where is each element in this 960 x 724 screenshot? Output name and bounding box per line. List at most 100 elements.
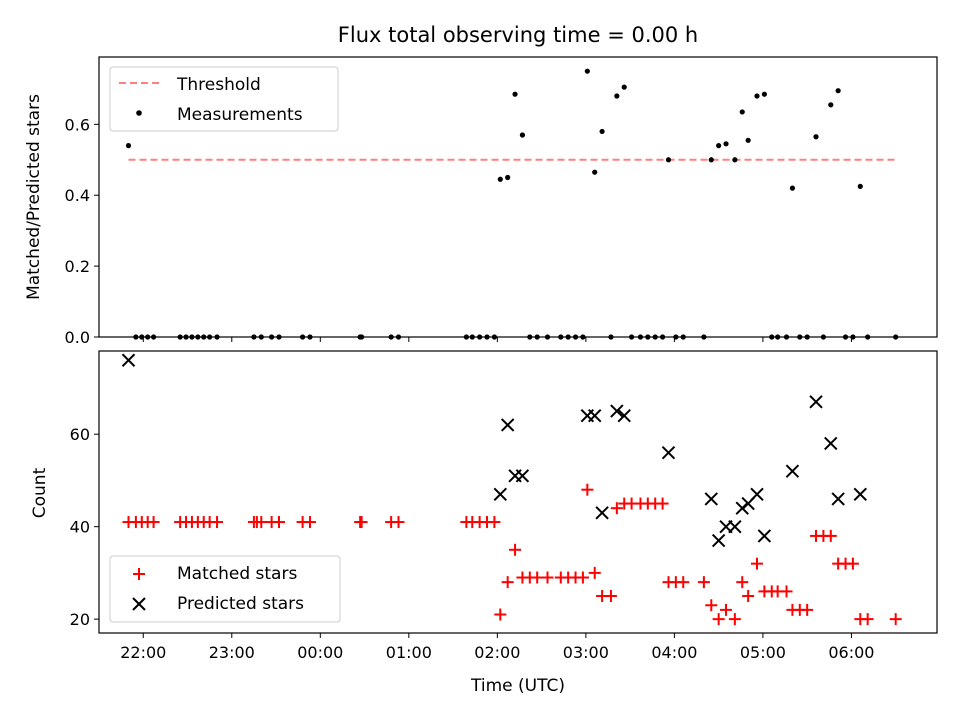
matched-star-point: [824, 529, 837, 542]
predicted-star-point: [588, 409, 602, 423]
chart-title: Flux total observing time = 0.00 h: [338, 23, 698, 47]
measurement-point: [125, 143, 132, 149]
measurement-point: [723, 141, 729, 147]
matched-star-point: [392, 516, 405, 529]
matched-star-point: [581, 483, 594, 496]
top-y-ticks: 0.0 0.2 0.4 0.6: [65, 115, 99, 347]
matched-star-point: [705, 599, 718, 612]
matched-star-point: [728, 613, 741, 626]
predicted-star-point: [617, 409, 631, 423]
predicted-star-point: [610, 404, 624, 418]
top-ylabel: Matched/Predicted stars: [24, 94, 44, 300]
predicted-star-point: [661, 445, 676, 460]
matched-star-point: [211, 516, 224, 529]
matched-star-point: [736, 576, 749, 589]
measurement-point: [745, 137, 751, 143]
legend-matched-swatch: [133, 568, 145, 580]
top-axes-frame: [98, 56, 938, 338]
legend-predicted-label: Predicted stars: [177, 594, 304, 614]
x-tick-label: 00:00: [297, 643, 343, 662]
legend-threshold-label: Threshold: [176, 75, 261, 95]
measurement-point: [813, 134, 819, 140]
matched-star-point: [780, 585, 793, 598]
bottom-y-tick-label: 40: [70, 518, 90, 537]
x-tick-label: 05:00: [740, 643, 786, 662]
top-y-tick-label: 0.2: [65, 257, 90, 276]
predicted-star-point: [750, 487, 764, 502]
measurement-point: [835, 88, 841, 94]
bottom-y-tick-label: 60: [70, 425, 90, 444]
measurement-point: [761, 91, 767, 97]
matched-star-point: [588, 566, 601, 579]
matched-star-point: [355, 516, 368, 529]
matched-star-point: [889, 613, 902, 626]
measurement-point: [599, 128, 605, 135]
matched-star-point: [509, 543, 522, 556]
matched-star-point: [610, 502, 623, 515]
matched-star-point: [303, 516, 316, 529]
x-axis-label: Time (UTC): [470, 676, 565, 696]
predicted-star-point: [824, 436, 838, 451]
predicted-star-point: [728, 519, 742, 534]
measurement-point: [828, 102, 834, 108]
measurement-point: [621, 84, 627, 90]
predicted-star-point: [500, 418, 515, 432]
matched-star-point: [677, 576, 690, 589]
measurement-point: [789, 185, 796, 191]
top-y-tick-label: 0.4: [65, 186, 90, 205]
predicted-star-point: [704, 492, 718, 506]
measurement-point: [592, 169, 598, 175]
bottom-y-ticks: 20 40 60: [70, 425, 99, 629]
top-y-tick-label: 0.6: [65, 115, 90, 134]
matched-star-point: [697, 576, 710, 589]
legend-measurement-swatch: [136, 110, 142, 116]
legend-predicted-swatch: [132, 597, 146, 611]
measurement-point: [519, 132, 526, 138]
bottom-axes-frame: [98, 350, 938, 634]
matched-star-point: [576, 571, 589, 584]
bottom-y-tick-label: 20: [70, 610, 90, 629]
matched-star-points: [122, 483, 902, 626]
matched-star-point: [255, 516, 268, 529]
matched-star-point: [712, 613, 725, 626]
matched-star-point: [656, 497, 669, 510]
x-tick-label: 23:00: [209, 643, 255, 662]
matched-star-point: [272, 516, 285, 529]
bottom-panel: Count 20 40 60 22:00 23:00 00:00 01:00 02:00 03…: [30, 350, 938, 662]
matched-star-point: [801, 603, 814, 616]
legend-matched-label: Matched stars: [177, 564, 297, 584]
measurement-point: [857, 183, 863, 189]
x-tick-label: 22:00: [120, 643, 166, 662]
bottom-legend-box: [109, 555, 341, 623]
measurement-point: [505, 174, 511, 181]
measurement-point: [497, 176, 503, 182]
measurement-point: [708, 157, 714, 163]
measurement-point: [665, 157, 672, 163]
matched-star-point: [494, 608, 507, 621]
matched-star-point: [541, 571, 554, 584]
measurement-point: [732, 157, 738, 163]
matched-star-point: [501, 576, 514, 589]
matched-star-point: [604, 590, 617, 603]
predicted-star-point: [831, 492, 845, 506]
legend-measurement-label: Measurements: [177, 105, 303, 125]
predicted-star-point: [595, 506, 609, 520]
bottom-ylabel: Count: [30, 467, 50, 518]
matched-star-point: [531, 571, 544, 584]
bottom-x-ticks: 22:00 23:00 00:00 01:00 02:00 03:00 04:00 05:00…: [120, 633, 874, 662]
matched-star-point: [861, 613, 874, 626]
matched-star-point: [147, 516, 160, 529]
predicted-star-point: [853, 487, 867, 502]
predicted-star-point: [121, 353, 136, 367]
x-tick-label: 04:00: [651, 643, 697, 662]
x-tick-label: 06:00: [828, 643, 874, 662]
predicted-star-point: [757, 529, 772, 543]
matched-star-point: [488, 516, 501, 529]
matched-star-point: [720, 603, 733, 616]
matched-star-point: [742, 590, 755, 603]
predicted-star-point: [809, 395, 823, 409]
measurement-point: [584, 68, 590, 74]
predicted-star-points: [121, 353, 867, 548]
predicted-star-point: [515, 469, 530, 483]
